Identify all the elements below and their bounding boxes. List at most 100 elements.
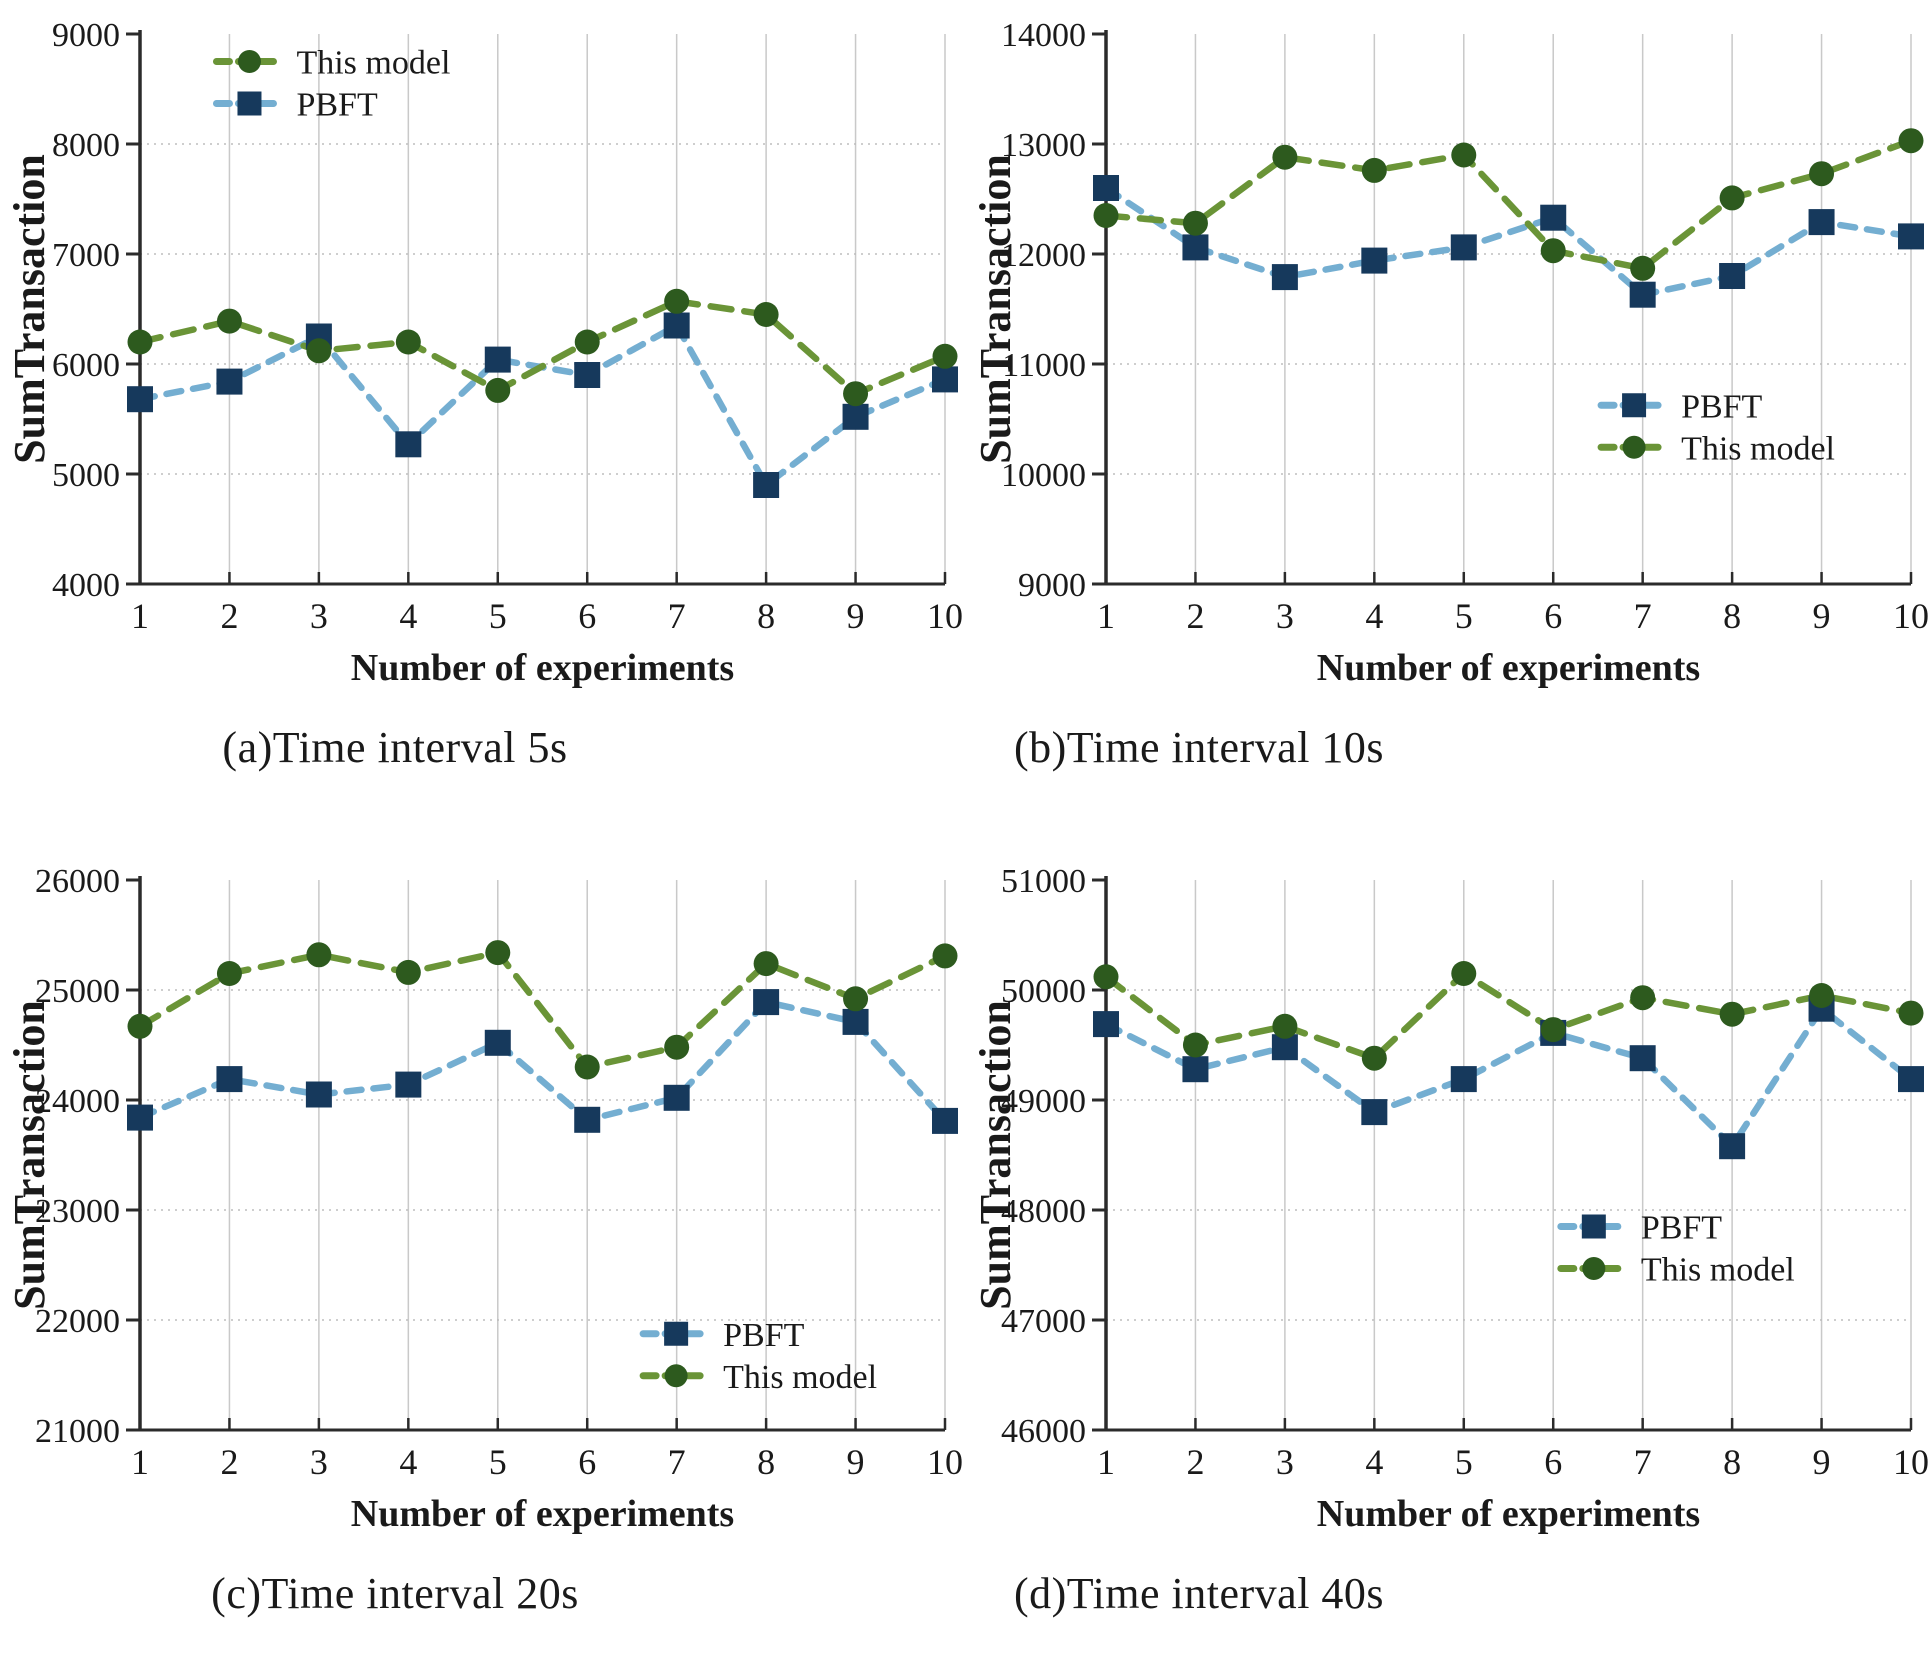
data-point-marker xyxy=(216,368,243,395)
x-axis-title: Number of experiments xyxy=(1317,1493,1700,1535)
legend-marker xyxy=(1582,1257,1606,1280)
y-tick-label: 11000 xyxy=(1002,347,1086,384)
x-tick-label: 10 xyxy=(927,1442,963,1482)
x-tick-label: 5 xyxy=(1455,1442,1473,1482)
series-line-pbft xyxy=(136,998,949,1125)
data-point-marker xyxy=(216,308,242,334)
series-line-pbft xyxy=(1102,184,1915,299)
legend-label: PBFT xyxy=(296,87,377,124)
x-axis-title: Number of experiments xyxy=(351,647,734,689)
x-tick-label: 5 xyxy=(489,596,507,636)
series-line-this_model xyxy=(136,948,949,1071)
y-tick-label: 25000 xyxy=(35,973,120,1010)
x-tick-label: 2 xyxy=(220,1442,238,1482)
legend-item-this_model: This model xyxy=(1597,430,1835,467)
data-point-marker xyxy=(1630,255,1656,281)
legend-label: PBFT xyxy=(1641,1210,1722,1247)
data-point-marker xyxy=(1629,281,1656,308)
x-tick-label: 2 xyxy=(220,596,238,636)
data-point-marker xyxy=(1182,1032,1208,1058)
x-tick-label: 3 xyxy=(1276,596,1294,636)
x-tick-label: 6 xyxy=(578,596,596,636)
legend-marker xyxy=(664,1321,689,1346)
data-point-marker xyxy=(395,959,421,985)
data-point-marker xyxy=(1809,983,1835,1008)
series-line-this_model xyxy=(136,297,949,398)
x-tick-label: 4 xyxy=(1365,596,1383,636)
data-point-marker xyxy=(1093,203,1119,228)
data-point-marker xyxy=(1361,1099,1388,1126)
x-tick-label: 8 xyxy=(757,596,775,636)
chart-c-caption: (c)Time interval 20s xyxy=(211,1569,579,1618)
legend-marker xyxy=(1622,435,1646,459)
y-tick-label: 22000 xyxy=(35,1303,120,1340)
y-tick-label: 9000 xyxy=(1018,567,1086,604)
data-point-marker xyxy=(1272,144,1298,170)
data-point-marker xyxy=(1272,1013,1298,1039)
x-tick-label: 8 xyxy=(1723,596,1741,636)
x-tick-label: 3 xyxy=(1276,1442,1294,1482)
legend-item-pbft: PBFT xyxy=(639,1317,805,1354)
x-tick-label: 9 xyxy=(1813,1442,1831,1482)
x-tick-label: 1 xyxy=(1097,596,1115,636)
y-tick-label: 50000 xyxy=(1001,973,1086,1010)
data-point-marker xyxy=(1809,161,1835,187)
data-point-marker xyxy=(843,381,869,407)
data-point-marker xyxy=(932,943,958,969)
data-point-marker xyxy=(1898,1000,1924,1026)
data-point-marker xyxy=(306,338,332,364)
legend-item-this_model: This model xyxy=(1557,1252,1795,1289)
y-tick-label: 5000 xyxy=(52,457,120,494)
y-tick-label: 49000 xyxy=(1001,1083,1086,1120)
data-point-marker xyxy=(842,1008,869,1035)
data-point-marker xyxy=(395,1071,422,1098)
x-tick-label: 7 xyxy=(668,1442,686,1482)
y-tick-label: 8000 xyxy=(52,127,120,164)
chart-b: 9000 10000 11000 12000 13000 14000 1 2 3 4 5 6 7 8 9 10… xyxy=(966,6,1932,834)
data-point-marker xyxy=(395,329,421,355)
y-tick-label: 48000 xyxy=(1001,1193,1086,1230)
x-tick-label: 7 xyxy=(1634,596,1652,636)
legend-label: This model xyxy=(723,1359,877,1396)
x-tick-label: 7 xyxy=(1634,1442,1652,1482)
data-point-marker xyxy=(1451,142,1477,168)
data-point-marker xyxy=(305,1081,332,1108)
data-point-marker xyxy=(1898,1066,1924,1093)
x-tick-label: 4 xyxy=(399,596,417,636)
data-point-marker xyxy=(574,1054,600,1080)
chart-d: 46000 47000 48000 49000 50000 51000 1 2 3 4 5 6 7 8 9 1… xyxy=(966,834,1932,1662)
data-point-marker xyxy=(1898,223,1924,250)
data-point-marker xyxy=(127,386,153,413)
chart-a-canvas: 4000 5000 6000 7000 8000 9000 1 2 3 4 5 6 7 8 9 10 This … xyxy=(5,17,963,689)
data-point-marker xyxy=(1808,209,1835,236)
y-tick-label: 10000 xyxy=(1001,457,1086,494)
data-point-marker xyxy=(484,1029,511,1056)
data-point-marker xyxy=(753,472,780,498)
chart-c-canvas: 21000 22000 23000 24000 25000 26000 1 2 3 4 5 6 7 8 9 1… xyxy=(5,863,963,1535)
x-tick-label: 4 xyxy=(399,1442,417,1482)
legend-label: PBFT xyxy=(1681,388,1762,425)
y-tick-label: 12000 xyxy=(1001,237,1086,274)
legend-marker xyxy=(1622,393,1647,418)
x-tick-label: 8 xyxy=(1723,1442,1741,1482)
legend-label: This model xyxy=(1681,430,1835,467)
data-point-marker xyxy=(127,329,153,355)
x-tick-label: 5 xyxy=(489,1442,507,1482)
x-tick-label: 7 xyxy=(668,596,686,636)
y-tick-label: 24000 xyxy=(35,1083,120,1120)
data-point-marker xyxy=(932,366,958,393)
data-point-marker xyxy=(753,951,779,977)
data-point-marker xyxy=(216,1066,243,1093)
legend-marker xyxy=(237,50,261,73)
data-point-marker xyxy=(1093,1011,1119,1038)
data-point-marker xyxy=(1719,1133,1746,1160)
y-axis-title: SumTransaction xyxy=(971,154,1020,464)
data-point-marker xyxy=(574,329,600,355)
x-tick-label: 9 xyxy=(847,596,865,636)
data-point-marker xyxy=(663,1084,690,1111)
y-tick-label: 47000 xyxy=(1001,1303,1086,1340)
chart-d-caption: (d)Time interval 40s xyxy=(1013,1569,1385,1618)
data-point-marker xyxy=(753,302,779,327)
x-tick-label: 3 xyxy=(310,596,328,636)
